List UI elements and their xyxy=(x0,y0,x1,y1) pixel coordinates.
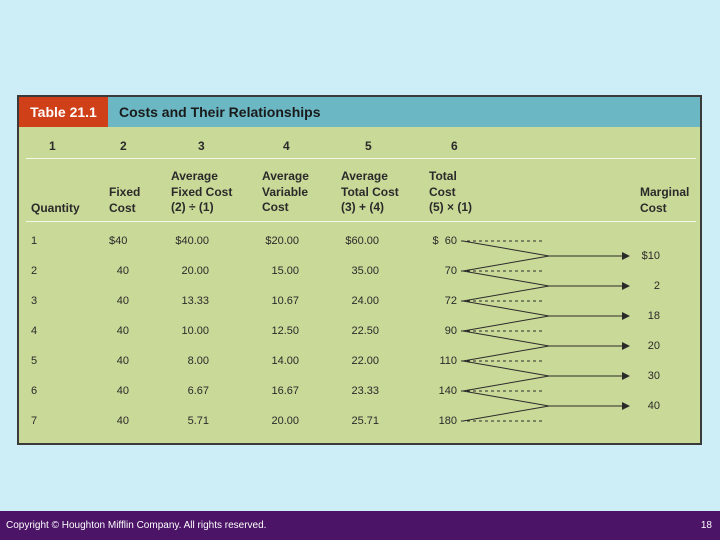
cell-quantity: 6 xyxy=(31,385,38,397)
cell-total-cost: 180 xyxy=(438,415,457,427)
cell-fixed-cost: $40 xyxy=(109,235,128,247)
cell-average-variable-cost: 20.00 xyxy=(271,415,299,427)
cell-average-fixed-cost: 20.00 xyxy=(181,265,209,277)
cell-average-variable-cost: 15.00 xyxy=(271,265,299,277)
cell-quantity: 2 xyxy=(31,265,38,277)
column-number-5: 5 xyxy=(365,139,372,153)
cell-average-total-cost: 22.00 xyxy=(351,355,379,367)
table-title: Costs and Their Relationships xyxy=(119,104,321,120)
table-number-tag: Table 21.1 xyxy=(19,97,108,127)
header-quantity: Quantity xyxy=(31,201,80,215)
header-fixed-cost: Fixed Cost xyxy=(109,185,141,215)
cell-quantity: 4 xyxy=(31,325,38,337)
cell-marginal-cost: 40 xyxy=(647,400,660,412)
header-average-fixed-cost: Average Fixed Cost (2) ÷ (1) xyxy=(171,169,233,214)
cell-quantity: 7 xyxy=(31,415,38,427)
copyright-notice: Copyright © Houghton Mifflin Company. Al… xyxy=(6,520,267,531)
cell-total-cost: 110 xyxy=(439,355,457,367)
cell-quantity: 3 xyxy=(31,295,38,307)
cell-average-fixed-cost: 8.00 xyxy=(187,355,209,367)
header-rule-top xyxy=(26,158,696,159)
cell-quantity: 5 xyxy=(31,355,38,367)
cell-total-cost: 72 xyxy=(444,295,457,307)
cell-marginal-cost: $10 xyxy=(641,250,660,262)
cell-average-variable-cost: 14.00 xyxy=(271,355,299,367)
cell-quantity: 1 xyxy=(31,235,38,247)
cell-total-cost: 90 xyxy=(444,325,457,337)
cost-table: Table 21.1 Costs and Their Relationships… xyxy=(17,95,702,445)
header-marginal-cost: Marginal Cost xyxy=(640,185,690,215)
cell-average-total-cost: 23.33 xyxy=(351,385,379,397)
header-rule-bottom xyxy=(26,221,696,222)
cell-fixed-cost: 40 xyxy=(116,385,129,397)
cell-marginal-cost: 30 xyxy=(647,370,660,382)
footer-bar: Copyright © Houghton Mifflin Company. Al… xyxy=(0,511,720,540)
column-number-3: 3 xyxy=(198,139,205,153)
cell-average-total-cost: $60.00 xyxy=(345,235,379,247)
column-number-2: 2 xyxy=(120,139,127,153)
cell-average-fixed-cost: 5.71 xyxy=(187,415,209,427)
cell-average-fixed-cost: 6.67 xyxy=(187,385,209,397)
marginal-cost-arrows xyxy=(461,240,630,422)
cell-fixed-cost: 40 xyxy=(116,265,129,277)
header-average-total-cost: Average Total Cost (3) + (4) xyxy=(341,169,399,214)
cell-average-variable-cost: 12.50 xyxy=(271,325,299,337)
cell-average-variable-cost: 16.67 xyxy=(271,385,299,397)
cell-average-total-cost: 25.71 xyxy=(351,415,379,427)
cell-total-cost: 70 xyxy=(444,265,457,277)
cell-fixed-cost: 40 xyxy=(116,415,129,427)
cell-average-fixed-cost: 10.00 xyxy=(181,325,209,337)
cell-marginal-cost: 2 xyxy=(653,280,660,292)
cell-average-variable-cost: 10.67 xyxy=(271,295,299,307)
cell-average-total-cost: 22.50 xyxy=(351,325,379,337)
column-number-1: 1 xyxy=(49,139,56,153)
cell-average-fixed-cost: 13.33 xyxy=(181,295,209,307)
header-average-variable-cost: Average Variable Cost xyxy=(262,169,309,214)
cell-fixed-cost: 40 xyxy=(116,325,129,337)
cell-average-variable-cost: $20.00 xyxy=(265,235,299,247)
cell-marginal-cost: 20 xyxy=(647,340,660,352)
cell-average-total-cost: 35.00 xyxy=(351,265,379,277)
column-number-4: 4 xyxy=(283,139,290,153)
cell-average-fixed-cost: $40.00 xyxy=(175,235,209,247)
header-total-cost: Total Cost (5) × (1) xyxy=(429,169,473,214)
cell-marginal-cost: 18 xyxy=(647,310,660,322)
table-title-bar: Table 21.1 Costs and Their Relationships xyxy=(19,97,700,127)
cell-fixed-cost: 40 xyxy=(116,355,129,367)
cell-average-total-cost: 24.00 xyxy=(351,295,379,307)
cell-total-cost: $ 60 xyxy=(432,235,457,247)
cell-fixed-cost: 40 xyxy=(116,295,129,307)
column-number-6: 6 xyxy=(451,139,458,153)
cell-total-cost: 140 xyxy=(438,385,457,397)
page-number: 18 xyxy=(700,520,712,531)
